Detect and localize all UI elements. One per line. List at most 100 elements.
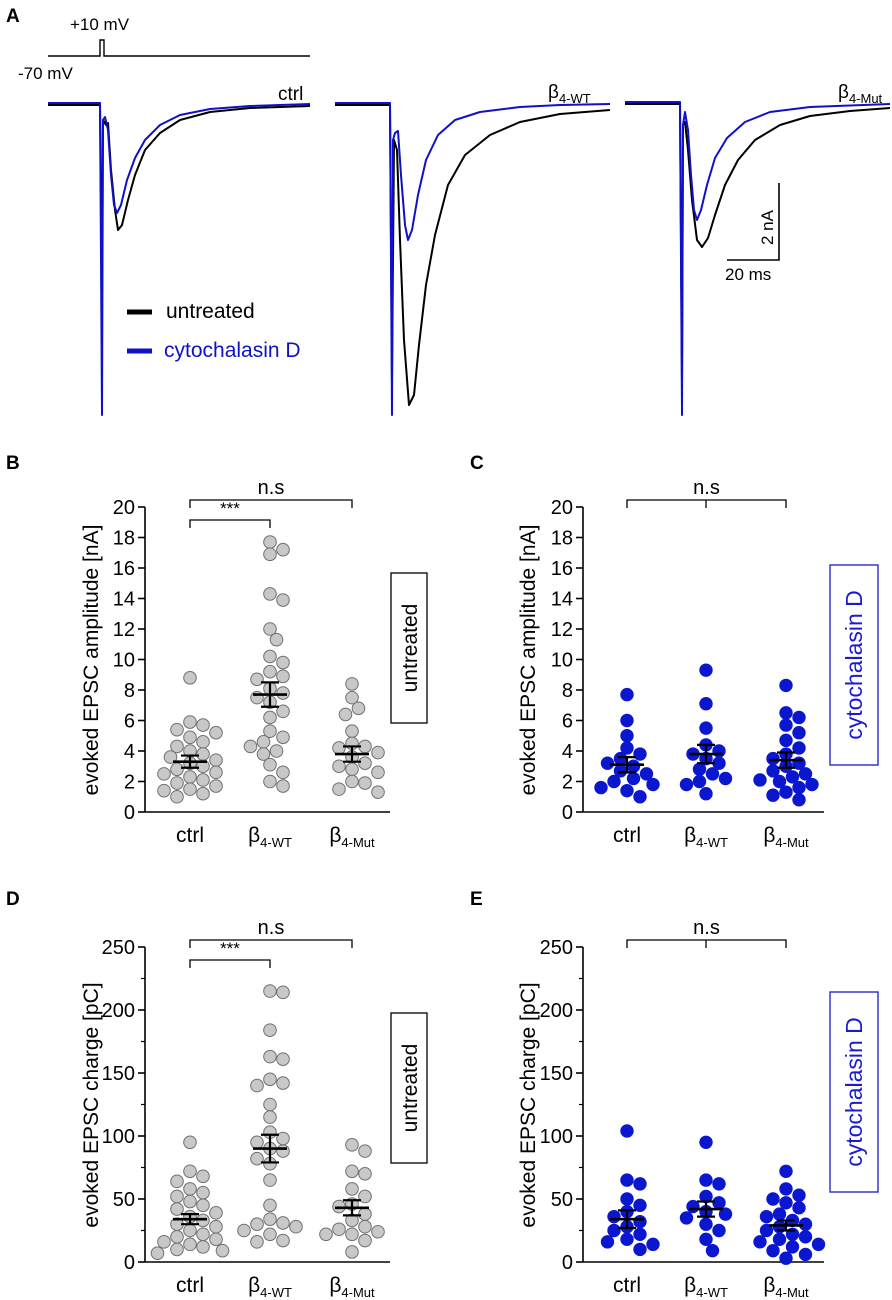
data-point	[633, 747, 647, 761]
data-point	[358, 776, 372, 790]
data-point	[263, 1212, 277, 1226]
data-point	[792, 726, 806, 740]
data-point	[263, 664, 277, 679]
data-point	[358, 1144, 372, 1158]
trace-title-b4wt-sub: 4-WT	[559, 91, 591, 106]
trace-group-b4wt	[335, 102, 611, 416]
data-point	[263, 710, 277, 725]
significance-label: ***	[220, 499, 240, 518]
data-point	[196, 1227, 210, 1242]
y-tick-label: 18	[551, 528, 573, 550]
data-point	[779, 733, 793, 748]
data-point	[196, 1198, 210, 1213]
y-tick-label: 20	[113, 497, 135, 519]
data-point	[633, 790, 647, 804]
y-tick-label: 50	[551, 1189, 573, 1211]
data-point	[250, 1078, 264, 1093]
y-tick-label: 0	[562, 802, 573, 824]
x-tick-label-sub: 4-WT	[696, 1285, 728, 1300]
data-point	[183, 782, 197, 796]
data-point	[263, 535, 277, 549]
data-point	[792, 780, 806, 795]
data-point	[263, 724, 277, 738]
panel-label-c: C	[470, 453, 484, 474]
data-point	[779, 1251, 793, 1265]
data-point	[626, 771, 641, 786]
data-point	[371, 785, 385, 799]
x-tick-label-sub: 4-WT	[260, 835, 292, 850]
trace-b4wt-cytochalasin	[335, 102, 611, 416]
x-tick-label: ctrl	[176, 1274, 204, 1297]
data-point	[626, 759, 641, 773]
data-point	[766, 788, 780, 802]
x-tick-label-sub: 4-WT	[696, 835, 728, 850]
data-point	[237, 1223, 251, 1238]
panel-label-b: B	[6, 453, 20, 474]
x-tick-label-sub: 4-Mut	[775, 835, 809, 850]
data-point	[712, 1177, 726, 1191]
y-tick-label: 14	[551, 589, 573, 611]
data-point	[600, 1235, 615, 1249]
data-point	[150, 1246, 165, 1260]
data-point	[196, 1185, 210, 1200]
data-point	[263, 1023, 277, 1037]
data-point	[785, 770, 800, 784]
significance-label: n.s	[693, 917, 720, 939]
data-point	[718, 771, 733, 786]
data-point	[766, 751, 780, 766]
side-box-frame	[390, 572, 428, 724]
data-point	[620, 687, 634, 702]
data-point	[276, 655, 290, 670]
data-point	[345, 1227, 359, 1242]
y-tick-label: 0	[562, 1252, 573, 1274]
data-point	[358, 1233, 372, 1248]
data-point	[276, 669, 290, 684]
scale-bar-time-label: 20 ms	[725, 265, 771, 284]
data-point	[157, 783, 171, 798]
data-point	[170, 1202, 184, 1216]
data-point	[157, 1235, 171, 1249]
data-point	[785, 1240, 800, 1254]
data-point	[276, 730, 290, 745]
data-point	[263, 1173, 277, 1187]
data-point	[250, 1151, 264, 1166]
data-point	[170, 1242, 184, 1257]
data-point	[345, 690, 359, 705]
data-point	[196, 735, 210, 749]
data-point	[276, 1216, 290, 1230]
y-tick-label: 10	[113, 650, 135, 672]
y-axis-title: evoked EPSC charge [pC]	[80, 982, 103, 1227]
data-point	[358, 1167, 372, 1181]
data-point	[620, 1232, 634, 1247]
data-point	[269, 744, 284, 758]
data-point	[243, 739, 258, 754]
x-tick-label-base: β	[248, 1274, 260, 1297]
data-point	[170, 1174, 184, 1189]
x-tick-label: β4-WT	[684, 1274, 728, 1300]
y-tick-label: 12	[113, 619, 135, 641]
data-point	[692, 762, 707, 777]
data-point	[250, 690, 264, 705]
data-point	[170, 776, 184, 790]
y-tick-label: 0	[124, 1252, 135, 1274]
data-point	[345, 1182, 359, 1196]
data-point	[196, 773, 210, 787]
data-point	[345, 1164, 359, 1179]
scatter-plot-e: 0 50 100 150 200 250 evoked EPSC charge [pC] ct…	[517, 917, 826, 1300]
data-point	[196, 759, 210, 774]
data-point	[766, 1192, 780, 1206]
side-box-label: cytochalasin D	[841, 1017, 867, 1167]
side-box-label: untreated	[399, 604, 422, 693]
data-point	[345, 677, 359, 691]
data-point	[263, 1049, 277, 1064]
data-point	[338, 707, 353, 722]
y-tick-label: 20	[551, 497, 573, 519]
x-tick-label-base: β	[763, 824, 775, 847]
significance-label: ***	[220, 939, 240, 958]
data-point	[332, 759, 346, 774]
y-tick-label: 150	[102, 1063, 135, 1085]
y-axis-title: evoked EPSC amplitude [nA]	[80, 525, 103, 796]
scale-bar	[727, 183, 780, 261]
data-point	[766, 1243, 780, 1258]
y-tick-label: 14	[113, 589, 135, 611]
